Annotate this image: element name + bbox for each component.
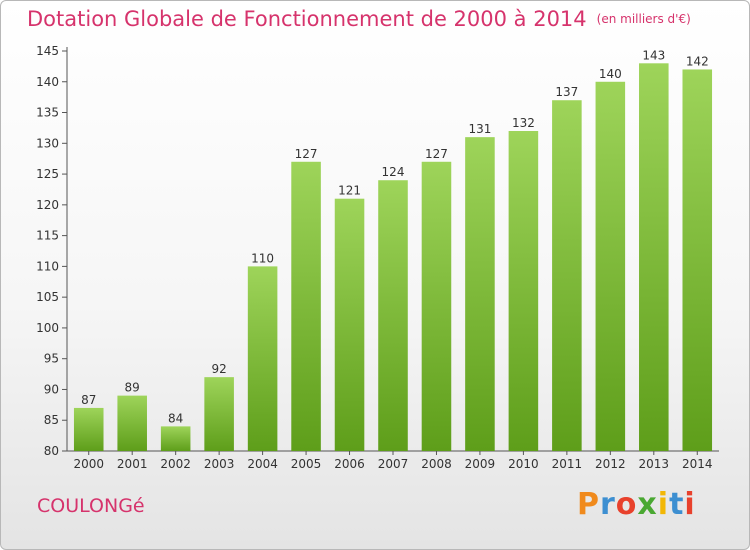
bar-2003: [204, 377, 234, 451]
y-tick-label: 130: [36, 136, 59, 150]
logo-letter: i: [657, 487, 670, 522]
data-label-2009: 131: [468, 122, 491, 136]
logo-letter: r: [600, 487, 616, 522]
bar-2011: [552, 100, 582, 451]
data-label-2007: 124: [382, 165, 405, 179]
data-label-2011: 137: [555, 85, 578, 99]
bar-2001: [117, 395, 147, 451]
data-label-2008: 127: [425, 147, 448, 161]
x-tick-label-2008: 2008: [421, 457, 452, 471]
bar-2002: [160, 426, 191, 451]
y-tick-label: 145: [36, 44, 59, 58]
data-label-2003: 92: [211, 362, 226, 376]
logo-letter: o: [615, 487, 638, 522]
data-label-2010: 132: [512, 116, 535, 130]
data-label-2006: 121: [338, 184, 361, 198]
x-tick-label-2001: 2001: [117, 457, 148, 471]
data-label-2014: 142: [686, 54, 709, 68]
x-tick-label-2000: 2000: [73, 457, 104, 471]
x-tick-label-2004: 2004: [247, 457, 278, 471]
logo-letter: i: [684, 487, 696, 522]
bar-2006: [334, 198, 365, 451]
y-tick-label: 85: [44, 413, 59, 427]
chart-title-text: Dotation Globale de Fonctionnement de 20…: [27, 7, 587, 31]
y-tick-label: 140: [36, 75, 59, 89]
x-tick-label-2002: 2002: [160, 457, 191, 471]
y-tick-label: 100: [36, 321, 59, 335]
y-tick-label: 115: [36, 229, 59, 243]
y-tick-label: 120: [36, 198, 59, 212]
logo-letter: x: [637, 487, 658, 522]
logo-letter: t: [669, 487, 685, 522]
proxiti-logo: Proxiti: [577, 487, 696, 522]
x-tick-label-2007: 2007: [378, 457, 409, 471]
commune-name: COULONGé: [37, 495, 145, 517]
y-tick-label: 90: [44, 382, 59, 396]
y-tick-label: 110: [36, 259, 59, 273]
bar-2008: [421, 161, 452, 451]
bar-2014: [682, 69, 713, 451]
data-label-2001: 89: [125, 381, 140, 395]
bar-2009: [465, 137, 495, 451]
data-label-2000: 87: [81, 393, 96, 407]
bar-2000: [73, 407, 104, 451]
bar-2012: [595, 81, 626, 452]
data-label-2005: 127: [295, 147, 318, 161]
x-tick-label-2014: 2014: [682, 457, 713, 471]
bar-2005: [291, 161, 321, 451]
bar-2013: [639, 63, 669, 452]
y-tick-label: 80: [44, 444, 59, 458]
y-tick-label: 105: [36, 290, 59, 304]
y-tick-label: 125: [36, 167, 59, 181]
data-label-2013: 143: [642, 48, 665, 62]
x-tick-label-2005: 2005: [291, 457, 322, 471]
bar-2004: [247, 266, 278, 451]
x-tick-label-2003: 2003: [204, 457, 235, 471]
x-tick-label-2009: 2009: [465, 457, 496, 471]
data-label-2002: 84: [168, 411, 183, 425]
chart-title: Dotation Globale de Fonctionnement de 20…: [27, 7, 691, 31]
bar-2007: [378, 180, 408, 451]
logo-letter: P: [577, 487, 600, 522]
x-tick-label-2011: 2011: [552, 457, 583, 471]
bar-2010: [508, 131, 539, 451]
x-tick-label-2010: 2010: [508, 457, 539, 471]
y-tick-label: 95: [44, 352, 59, 366]
y-tick-label: 135: [36, 106, 59, 120]
x-tick-label-2013: 2013: [639, 457, 670, 471]
x-tick-label-2012: 2012: [595, 457, 626, 471]
plot-area: 80 85 90 95 100 105 110 115 120 125 130 135 140 145 87…: [36, 44, 719, 471]
chart-subtitle: (en milliers d'€): [596, 12, 691, 26]
data-label-2012: 140: [599, 67, 622, 81]
data-label-2004: 110: [251, 251, 274, 265]
x-tick-label-2006: 2006: [334, 457, 365, 471]
